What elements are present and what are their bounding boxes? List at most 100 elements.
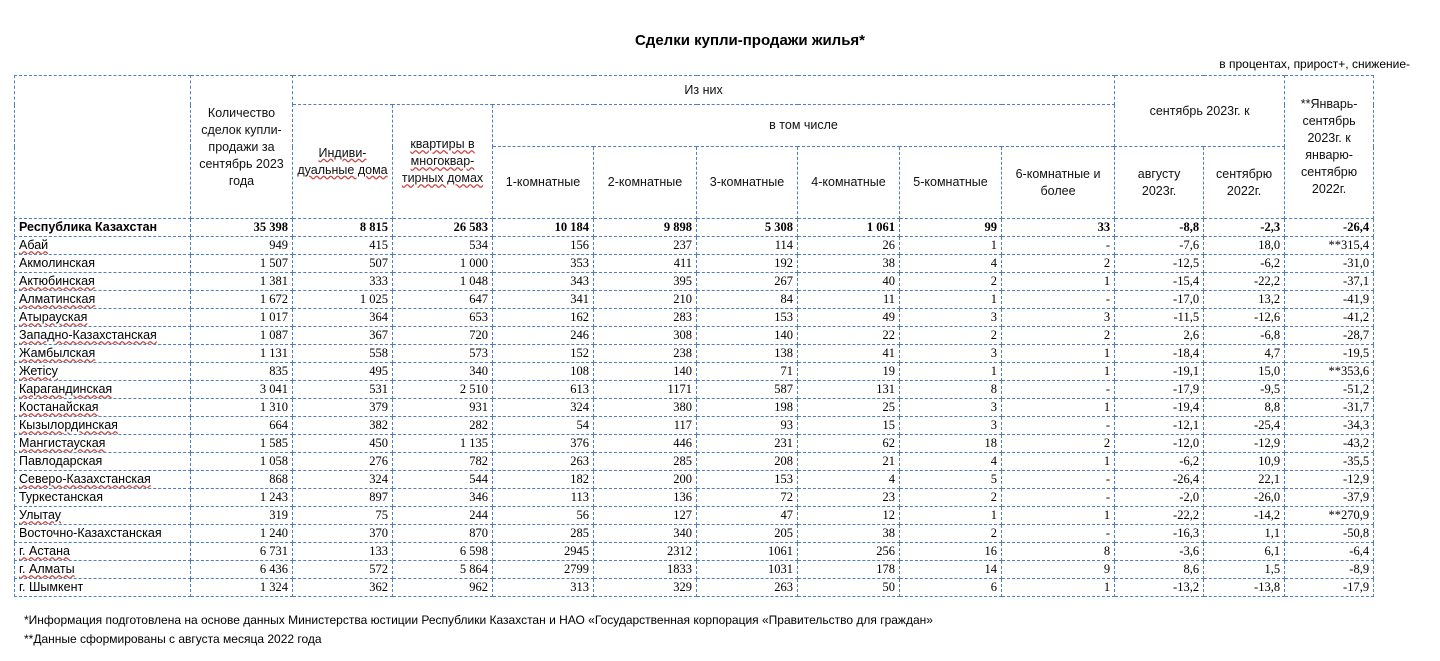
header-rooms-5: 5-комнатные <box>899 146 1002 219</box>
table-cell: 62 <box>797 434 900 453</box>
table-cell: 1 324 <box>190 578 293 597</box>
table-cell: 353 <box>492 254 594 273</box>
table-row: Акмолинская 1 507 507 1 000 353 411 192 38 4 2 -12… <box>14 254 1375 273</box>
table-cell: 9 898 <box>593 218 697 237</box>
table-cell: -11,5 <box>1114 308 1205 327</box>
table-cell: 8 815 <box>292 218 393 237</box>
table-cell: 1 017 <box>190 308 293 327</box>
table-cell: 1 087 <box>190 326 293 345</box>
table-cell: 10 184 <box>492 218 594 237</box>
table-cell: -50,8 <box>1284 524 1375 543</box>
table-cell: 2 <box>899 272 1002 291</box>
table-cell: 21 <box>797 452 900 471</box>
table-cell: 4 <box>797 470 900 489</box>
table-cell: 18,0 <box>1203 236 1286 255</box>
table-cell: 162 <box>492 308 594 327</box>
table-cell: 2312 <box>593 542 697 561</box>
table-cell: 868 <box>190 470 293 489</box>
table-cell: 5 <box>899 470 1002 489</box>
table-cell: 5 864 <box>392 560 493 579</box>
table-cell: -19,4 <box>1114 398 1205 417</box>
table-cell: -12,5 <box>1114 254 1205 273</box>
table-row: Мангистауская 1 585 450 1 135 376 446 231 62 18 2… <box>14 434 1375 453</box>
region-name: г. Шымкент <box>14 578 191 597</box>
table-cell: 114 <box>696 236 798 255</box>
region-name: Атырауская <box>14 308 191 327</box>
table-cell: 2 <box>899 326 1002 345</box>
table-cell: 276 <box>292 452 393 471</box>
table-cell: 370 <box>292 524 393 543</box>
table-cell: 1 381 <box>190 272 293 291</box>
table-cell: 324 <box>492 398 594 417</box>
table-cell: -26,4 <box>1284 218 1375 237</box>
table-cell: 99 <box>899 218 1002 237</box>
table-cell: 182 <box>492 470 594 489</box>
region-name: Акмолинская <box>14 254 191 273</box>
table-cell: -37,9 <box>1284 488 1375 507</box>
region-name: Актюбинская <box>14 272 191 291</box>
table-cell: 507 <box>292 254 393 273</box>
table-cell: 544 <box>392 470 493 489</box>
table-cell: 1 <box>1000 506 1116 525</box>
table-cell: 156 <box>492 236 594 255</box>
table-row: Северо-Казахстанская 868 324 544 182 200 153 4 5… <box>14 470 1375 489</box>
table-cell: 238 <box>593 344 697 363</box>
table-cell: **315,4 <box>1284 236 1375 255</box>
table-cell: 949 <box>190 236 293 255</box>
table-cell: -7,6 <box>1114 236 1205 255</box>
table-cell: 376 <box>492 434 594 453</box>
table-cell: 1 <box>899 290 1002 309</box>
table-cell: 1 <box>1000 344 1116 363</box>
table-cell: 558 <box>292 344 393 363</box>
table-row: Жамбылская 1 131 558 573 152 238 138 41 3 1 -18,4 4… <box>14 344 1375 363</box>
table-cell: 1 048 <box>392 272 493 291</box>
table-cell: -22,2 <box>1114 506 1205 525</box>
deals-table: Количество сделок купли-продажи за сентя… <box>14 75 1375 597</box>
table-cell: 1 310 <box>190 398 293 417</box>
table-cell: 382 <box>292 416 393 435</box>
table-cell: 587 <box>696 380 798 399</box>
table-cell: 319 <box>190 506 293 525</box>
table-cell: 6 436 <box>190 560 293 579</box>
table-cell: -8,9 <box>1284 560 1375 579</box>
table-cell: 2799 <box>492 560 594 579</box>
table-cell: 313 <box>492 578 594 597</box>
table-cell: 33 <box>1000 218 1116 237</box>
header-rooms-3: 3-комнатные <box>696 146 798 219</box>
region-name: Карагандинская <box>14 380 191 399</box>
table-cell: 1,5 <box>1203 560 1286 579</box>
table-cell: 2945 <box>492 542 594 561</box>
table-cell: 1 025 <box>292 290 393 309</box>
table-cell: 244 <box>392 506 493 525</box>
table-cell: 343 <box>492 272 594 291</box>
table-cell: 2 <box>1000 326 1116 345</box>
table-cell: -17,9 <box>1284 578 1375 597</box>
table-cell: 380 <box>593 398 697 417</box>
table-row: Атырауская 1 017 364 653 162 283 153 49 3 3 -11,5-… <box>14 308 1375 327</box>
region-name: г. Астана <box>14 542 191 561</box>
table-row: г. Астана 6 731 133 6 598 2945 2312 1061 256 16 8… <box>14 542 1375 561</box>
table-cell: -17,0 <box>1114 290 1205 309</box>
table-cell: 72 <box>696 488 798 507</box>
table-cell: 341 <box>492 290 594 309</box>
table-cell: 4 <box>899 452 1002 471</box>
page-title: Сделки купли-продажи жилья* <box>634 32 866 49</box>
table-cell: 1 <box>1000 398 1116 417</box>
table-cell: 1 058 <box>190 452 293 471</box>
table-cell: 50 <box>797 578 900 597</box>
table-cell: 395 <box>593 272 697 291</box>
table-cell: 1 135 <box>392 434 493 453</box>
table-cell: 267 <box>696 272 798 291</box>
table-cell: 720 <box>392 326 493 345</box>
table-cell: 237 <box>593 236 697 255</box>
table-cell: 41 <box>797 344 900 363</box>
table-cell: 1 <box>899 236 1002 255</box>
table-cell: 127 <box>593 506 697 525</box>
table-cell: 5 308 <box>696 218 798 237</box>
table-cell: 84 <box>696 290 798 309</box>
table-cell: 2,6 <box>1114 326 1205 345</box>
table-cell: 8,8 <box>1203 398 1286 417</box>
table-cell: 198 <box>696 398 798 417</box>
table-cell: -26,4 <box>1114 470 1205 489</box>
table-cell: 1 243 <box>190 488 293 507</box>
